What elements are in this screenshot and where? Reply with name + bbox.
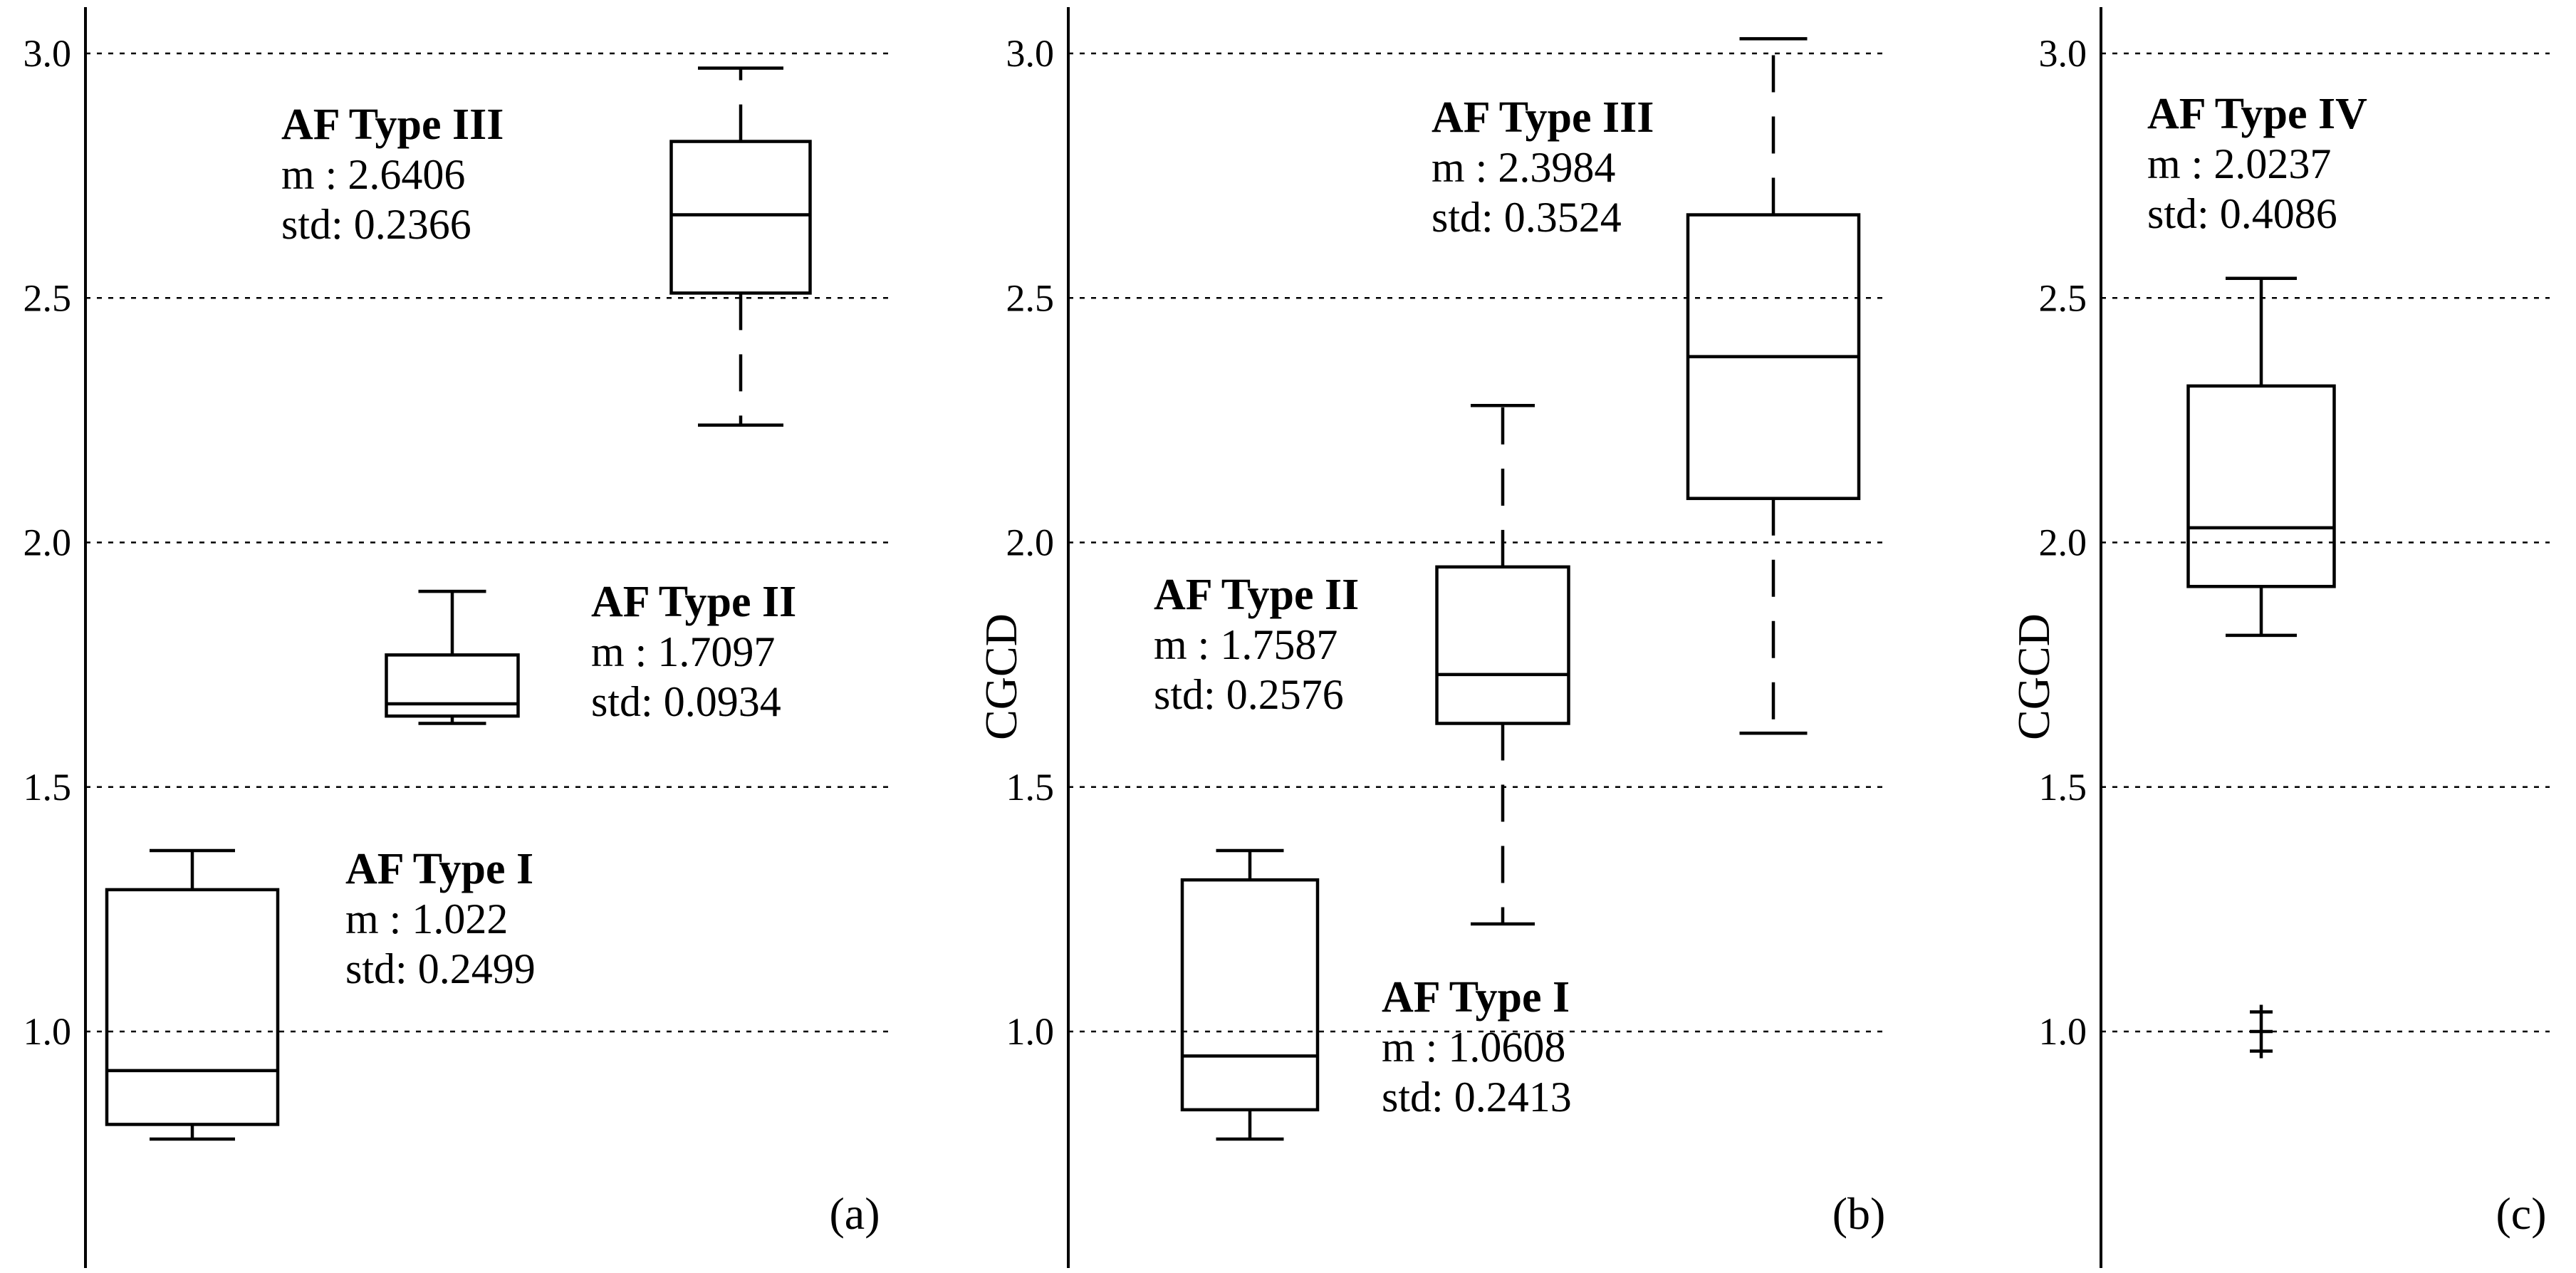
panel-label: (b)	[1832, 1188, 1886, 1239]
panel-1: 1.0 1.5 2.0 2.5 3.0 CGCD (b) AF Type Im : 1.060…	[976, 7, 1887, 1268]
y-axis-label: CGCD	[976, 613, 1026, 740]
y-tick-label: 3.0	[1006, 32, 1055, 75]
box-iqr	[669, 140, 812, 295]
box-annotation-title: AF Type IV	[2147, 90, 2367, 138]
panel-0: 1.01.52.02.53.0(a)AF Type Im : 1.022std:…	[24, 7, 890, 1268]
y-tick-label: 1.5	[1006, 766, 1055, 809]
y-tick-label: 2.0	[1006, 521, 1055, 564]
y-tick-label: 1.5	[2039, 766, 2087, 809]
y-tick-label: 3.0	[2039, 32, 2087, 75]
box-annotation-mean: m : 2.6406	[281, 151, 465, 198]
panel-2: 1.0 1.5 2.0 2.5 3.0 CGCD (c) AF Type IVm : 2.02…	[2008, 7, 2550, 1268]
box-annotation-std: std: 0.0934	[591, 678, 781, 725]
box-annotation-mean: m : 2.3984	[1432, 144, 1615, 191]
box-annotation-title: AF Type III	[1432, 93, 1654, 142]
box-annotation-mean: m : 1.022	[345, 895, 508, 942]
box-annotation-std: std: 0.2366	[281, 201, 471, 248]
y-axis-label: CGCD	[2008, 613, 2059, 740]
box-iqr	[105, 888, 280, 1126]
y-tick-label: 2.5	[2039, 276, 2087, 319]
y-tick-label: 2.5	[1006, 276, 1055, 319]
box-annotation-title: AF Type II	[591, 578, 796, 626]
box-annotation-mean: m : 1.7587	[1154, 621, 1337, 668]
panel-label: (c)	[2496, 1188, 2546, 1239]
box-iqr	[385, 653, 520, 718]
box-iqr	[2186, 384, 2336, 588]
y-tick-label: 1.0	[2039, 1010, 2087, 1053]
box-annotation-mean: m : 2.0237	[2147, 140, 2331, 187]
box-iqr	[1435, 565, 1570, 725]
y-tick-label: 2.5	[24, 276, 72, 319]
box-annotation-title: AF Type I	[1382, 973, 1570, 1022]
y-tick-label: 2.0	[2039, 521, 2087, 564]
box-annotation-std: std: 0.2576	[1154, 671, 1344, 718]
panel-label: (a)	[829, 1188, 880, 1239]
y-tick-label: 2.0	[24, 521, 72, 564]
box-annotation-mean: m : 1.0608	[1382, 1024, 1565, 1071]
box-annotation-title: AF Type II	[1154, 571, 1359, 619]
box-annotation-title: AF Type I	[345, 845, 533, 893]
box-iqr	[1180, 878, 1320, 1112]
box-annotation-std: std: 0.2499	[345, 945, 536, 992]
box-annotation-std: std: 0.3524	[1432, 194, 1622, 241]
box-annotation-mean: m : 1.7097	[591, 628, 775, 675]
y-tick-label: 3.0	[24, 32, 72, 75]
box-annotation-std: std: 0.4086	[2147, 190, 2337, 237]
y-tick-label: 1.0	[1006, 1010, 1055, 1053]
y-tick-label: 1.5	[24, 766, 72, 809]
box-annotation-std: std: 0.2413	[1382, 1074, 1572, 1121]
box-annotation-title: AF Type III	[281, 100, 504, 149]
y-tick-label: 1.0	[24, 1010, 72, 1053]
